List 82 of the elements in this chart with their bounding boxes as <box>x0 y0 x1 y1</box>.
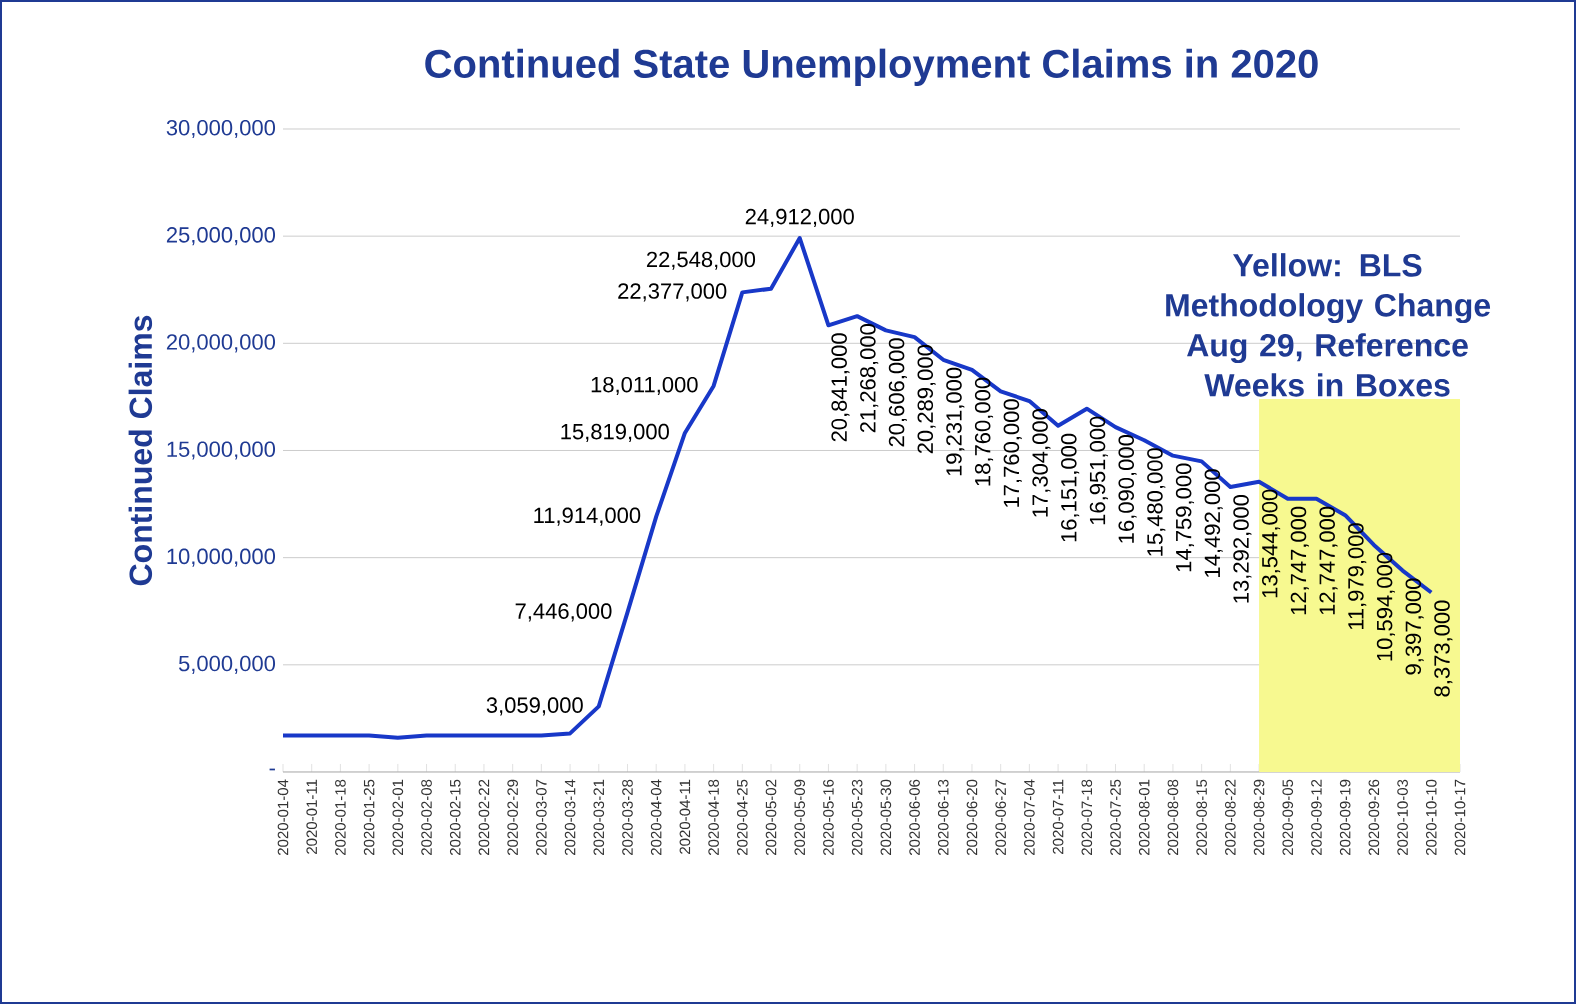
x-tick-label: 2020-04-11 <box>679 779 691 854</box>
data-label: 11,914,000 <box>534 507 641 526</box>
x-tick-label: 2020-05-16 <box>823 779 834 856</box>
x-tick-label: 2020-05-02 <box>765 779 777 856</box>
x-tick-label: 2020-06-13 <box>937 779 949 856</box>
x-tick-label: 2020-08-08 <box>1167 779 1179 856</box>
x-tick-label: 2020-08-22 <box>1225 779 1236 856</box>
data-label: 18,011,000 <box>591 376 698 396</box>
x-tick-label: 2020-02-15 <box>449 779 461 856</box>
x-tick-label: 2020-09-12 <box>1311 779 1322 856</box>
x-tick-label: 2020-01-18 <box>335 779 346 856</box>
data-label: 10,594,000 <box>1376 552 1395 661</box>
data-label: 14,759,000 <box>1175 463 1195 572</box>
x-tick-label: 2020-06-27 <box>995 779 1007 856</box>
data-label: 8,373,000 <box>1434 600 1453 697</box>
y-axis-title: Continued Claims <box>128 315 153 586</box>
data-label: 16,151,000 <box>1061 433 1080 542</box>
data-label: 22,548,000 <box>646 251 756 270</box>
data-label: 16,090,000 <box>1118 435 1137 543</box>
x-tick-label: 2020-05-30 <box>880 779 892 856</box>
x-tick-label: 2020-08-01 <box>1138 779 1150 856</box>
data-label: 15,819,000 <box>561 423 669 443</box>
x-tick-label: 2020-05-23 <box>851 779 863 856</box>
data-label: 18,760,000 <box>974 377 994 486</box>
x-tick-label: 2020-09-05 <box>1282 779 1294 856</box>
x-tick-label: 2020-01-04 <box>277 779 289 856</box>
data-label: 17,304,000 <box>1032 409 1051 517</box>
x-tick-label: 2020-07-11 <box>1052 779 1064 854</box>
x-tick-label: 2020-06-06 <box>909 779 920 856</box>
x-tick-label: 2020-03-07 <box>536 779 547 856</box>
x-tick-label: 2020-02-01 <box>392 779 404 856</box>
x-tick-label: 2020-04-18 <box>708 779 719 856</box>
data-label: 22,377,000 <box>618 283 727 302</box>
data-label: 9,397,000 <box>1405 578 1424 675</box>
chart-title: Continued State Unemployment Claims in 2020 <box>425 48 1318 86</box>
y-tick-label: 20,000,000 <box>166 334 276 353</box>
x-tick-label: 2020-10-17 <box>1454 779 1466 856</box>
x-tick-label: 2020-08-29 <box>1253 779 1265 856</box>
band-label: Yellow: BLS Methodology Change Aug 29, Reference Weeks in Boxes <box>1166 253 1491 397</box>
y-tick-label: 30,000,000 <box>166 119 276 139</box>
x-tick-label: 2020-10-03 <box>1397 779 1408 856</box>
data-label: 19,231,000 <box>946 367 965 476</box>
data-label: 3,059,000 <box>486 697 583 716</box>
data-label: 11,979,000 <box>1348 523 1367 630</box>
data-label: 12,747,000 <box>1290 506 1309 615</box>
data-label: 13,544,000 <box>1261 489 1281 598</box>
x-tick-label: 2020-04-04 <box>650 779 662 856</box>
y-tick-label: - <box>269 768 275 771</box>
data-label: 7,446,000 <box>515 603 612 622</box>
y-tick-label: 25,000,000 <box>166 227 276 246</box>
x-tick-label: 2020-09-19 <box>1339 779 1351 856</box>
data-label: 12,747,000 <box>1319 506 1338 615</box>
x-tick-label: 2020-01-11 <box>306 779 318 854</box>
data-label: 20,841,000 <box>831 333 850 442</box>
data-label: 15,480,000 <box>1147 448 1166 556</box>
x-tick-label: 2020-07-04 <box>1024 779 1035 856</box>
x-tick-label: 2020-03-21 <box>593 779 605 856</box>
data-label: 14,492,000 <box>1204 469 1223 577</box>
x-tick-label: 2020-04-25 <box>737 779 748 856</box>
x-tick-label: 2020-02-29 <box>507 779 518 856</box>
x-tick-label: 2020-09-26 <box>1368 779 1380 856</box>
x-tick-label: 2020-07-18 <box>1081 779 1093 856</box>
x-tick-label: 2020-05-09 <box>794 779 806 856</box>
y-tick-label: 10,000,000 <box>167 548 276 567</box>
data-label: 13,292,000 <box>1233 495 1252 603</box>
data-label: 17,760,000 <box>1003 399 1022 507</box>
data-label: 20,606,000 <box>888 338 907 447</box>
x-tick-label: 2020-08-15 <box>1196 779 1207 856</box>
y-tick-label: 15,000,000 <box>167 441 276 460</box>
x-tick-label: 2020-03-28 <box>622 779 633 856</box>
data-label: 20,289,000 <box>917 345 936 454</box>
x-tick-label: 2020-03-14 <box>564 779 576 856</box>
x-tick-label: 2020-02-22 <box>478 779 490 856</box>
y-tick-label: 5,000,000 <box>178 655 276 674</box>
data-label: 24,912,000 <box>745 208 854 227</box>
x-tick-label: 2020-01-25 <box>363 779 375 856</box>
data-label: 16,951,000 <box>1089 416 1108 525</box>
x-tick-label: 2020-07-25 <box>1110 779 1121 856</box>
x-tick-label: 2020-10-10 <box>1425 779 1437 856</box>
x-tick-label: 2020-06-20 <box>966 779 978 856</box>
data-label: 21,268,000 <box>860 324 879 433</box>
x-tick-label: 2020-02-08 <box>421 779 432 856</box>
